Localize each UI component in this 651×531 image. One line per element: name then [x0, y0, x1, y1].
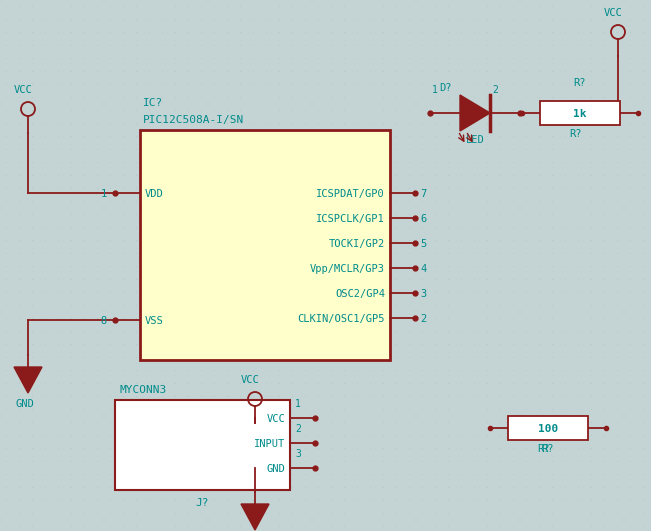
- Text: Vpp/MCLR/GP3: Vpp/MCLR/GP3: [310, 264, 385, 274]
- Text: VCC: VCC: [241, 375, 260, 385]
- Text: ICSPCLK/GP1: ICSPCLK/GP1: [316, 214, 385, 224]
- Text: R?: R?: [537, 444, 549, 454]
- Text: 3: 3: [295, 449, 301, 459]
- Text: 100: 100: [538, 424, 558, 434]
- Text: 1: 1: [295, 399, 301, 409]
- Text: 6: 6: [420, 214, 426, 224]
- Polygon shape: [460, 95, 490, 131]
- Text: MYCONN3: MYCONN3: [120, 385, 167, 395]
- Text: 3: 3: [420, 289, 426, 299]
- Text: GND: GND: [266, 464, 285, 474]
- Text: J?: J?: [195, 498, 209, 508]
- Text: VDD: VDD: [145, 189, 164, 199]
- Text: CLKIN/OSC1/GP5: CLKIN/OSC1/GP5: [298, 314, 385, 324]
- Text: OSC2/GP4: OSC2/GP4: [335, 289, 385, 299]
- Text: 2: 2: [420, 314, 426, 324]
- Polygon shape: [14, 367, 42, 393]
- Text: D?: D?: [439, 83, 451, 93]
- Text: R?: R?: [574, 78, 587, 88]
- Text: 7: 7: [420, 189, 426, 199]
- Text: IC?: IC?: [143, 98, 163, 108]
- Text: 2: 2: [492, 85, 498, 95]
- Text: 8: 8: [101, 316, 107, 326]
- Text: 1: 1: [101, 189, 107, 199]
- Text: 5: 5: [420, 239, 426, 249]
- Text: ICSPDAT/GP0: ICSPDAT/GP0: [316, 189, 385, 199]
- Text: VSS: VSS: [145, 316, 164, 326]
- Text: 1: 1: [432, 85, 438, 95]
- Text: LED: LED: [465, 135, 484, 145]
- Text: VCC: VCC: [266, 414, 285, 424]
- Text: 1k: 1k: [574, 109, 587, 119]
- Polygon shape: [241, 504, 269, 530]
- Text: 2: 2: [295, 424, 301, 434]
- Text: INPUT: INPUT: [254, 439, 285, 449]
- Text: 4: 4: [420, 264, 426, 274]
- Text: PIC12C508A-I/SN: PIC12C508A-I/SN: [143, 115, 244, 125]
- Text: R?: R?: [569, 129, 581, 139]
- Text: VCC: VCC: [14, 85, 33, 95]
- Text: TOCKI/GP2: TOCKI/GP2: [329, 239, 385, 249]
- Bar: [540, 101, 620, 125]
- Bar: [508, 416, 588, 440]
- Text: R?: R?: [542, 444, 554, 454]
- Bar: [140, 130, 390, 360]
- Text: GND: GND: [16, 399, 35, 409]
- Text: VCC: VCC: [604, 8, 623, 18]
- Bar: [115, 400, 290, 490]
